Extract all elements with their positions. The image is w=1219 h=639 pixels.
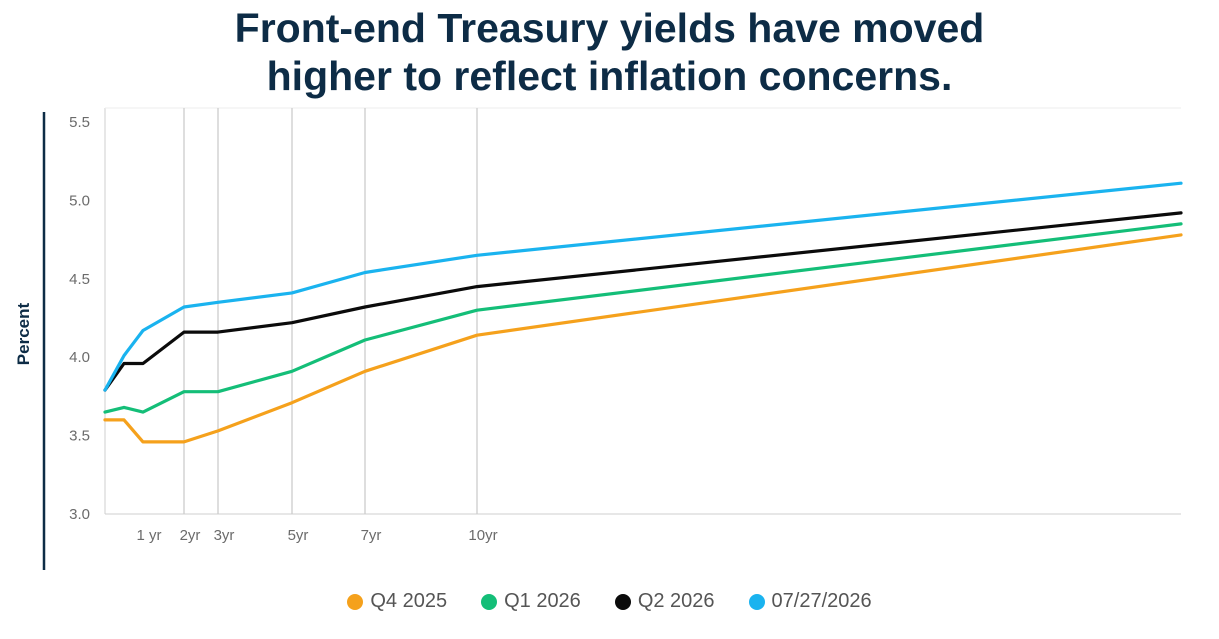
y-tick-label: 3.5 (69, 428, 90, 445)
legend-swatch (481, 593, 498, 610)
legend-swatch (748, 593, 765, 610)
x-tick-label: 2yr (180, 527, 201, 544)
legend-label: Q1 2026 (504, 590, 581, 612)
x-tick-label: 7yr (361, 527, 382, 544)
series-line (103, 181, 1183, 392)
y-tick-label: 5.5 (69, 114, 90, 131)
legend-swatch (347, 593, 364, 610)
legend-item: Q1 2026 (481, 590, 581, 613)
x-tick-label: 10yr (468, 527, 497, 544)
chart-title-line-2: higher to reflect inflation concerns. (266, 53, 953, 99)
legend-label: 07/27/2026 (771, 590, 872, 612)
x-tick-label: 3yr (214, 527, 235, 544)
series-line (103, 211, 1183, 392)
series-line (103, 233, 1183, 444)
legend-item: 07/27/2026 (748, 590, 872, 613)
y-axis-label: Percent (14, 302, 33, 365)
chart-title: Front-end Treasury yields have moved hig… (0, 4, 1219, 100)
legend-item: Q2 2026 (614, 590, 715, 613)
legend: Q4 2025 Q1 2026 Q2 2026 07/27/2026 (0, 590, 1219, 613)
legend-label: Q2 2026 (637, 590, 715, 612)
legend-swatch (614, 593, 631, 610)
x-tick-label: 5yr (288, 527, 309, 544)
plot-area: 3.0 3.5 4.0 4.5 5.0 5.5 1 yr 2yr 3yr 5yr 7yr 10yr (69, 107, 1183, 544)
legend-item: Q4 2025 (347, 590, 447, 613)
y-tick-label: 5.0 (69, 192, 90, 209)
y-tick-label: 4.0 (69, 349, 90, 366)
series-line (103, 222, 1183, 414)
y-tick-label: 4.5 (69, 271, 90, 288)
chart-title-line-1: Front-end Treasury yields have moved (234, 5, 985, 51)
legend-label: Q4 2025 (370, 590, 448, 612)
y-tick-label: 3.0 (69, 506, 90, 523)
x-tick-label: 1 yr (136, 527, 161, 544)
